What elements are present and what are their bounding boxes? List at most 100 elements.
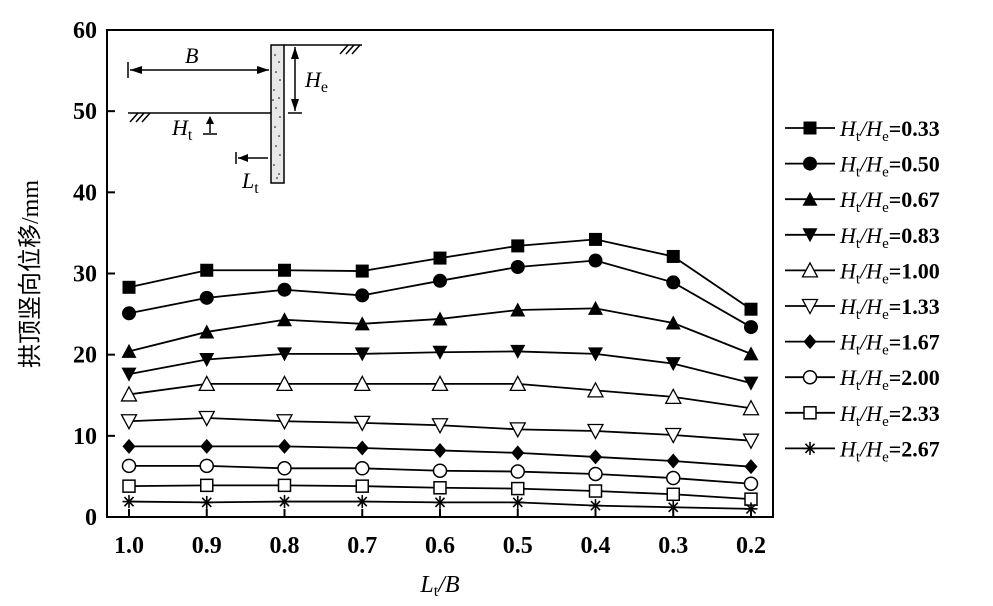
data-point-asterisk <box>122 495 136 509</box>
legend-label: Ht/He=1.33 <box>839 294 940 323</box>
data-point-circle-open <box>355 461 370 476</box>
data-point-diamond-filled <box>511 445 525 461</box>
data-point-diamond-filled <box>744 459 758 475</box>
data-point-triangle-up-filled <box>354 316 370 331</box>
data-point-square-open <box>433 481 447 495</box>
x-axis-title-sub: t <box>434 583 439 600</box>
data-point-triangle-down-open <box>742 433 760 450</box>
data-point-triangle-up-filled <box>199 324 215 339</box>
x-tick-label: 0.4 <box>581 533 611 559</box>
inset-hatch-right <box>339 44 361 55</box>
data-point-circle-open <box>743 476 759 491</box>
series <box>122 438 758 475</box>
data-point-asterisk <box>278 495 291 509</box>
data-point-diamond-filled <box>200 438 214 454</box>
inset-wall-fill <box>272 54 281 179</box>
data-point-asterisk <box>433 495 447 509</box>
inset-label-lt-main: L <box>241 168 254 193</box>
data-point-square-filled <box>200 263 214 277</box>
data-point-square-filled <box>744 302 758 316</box>
x-axis-ticks: 1.0 0.9 0.8 0.7 0.6 0.5 0.4 0.3 0.2 <box>114 509 766 559</box>
series <box>121 300 759 361</box>
data-point-circle-filled <box>666 275 681 290</box>
data-point-triangle-down-open <box>353 415 371 432</box>
series <box>121 344 759 391</box>
data-point-asterisk <box>589 499 602 513</box>
x-axis-title-suffix: /B <box>436 572 460 598</box>
data-point-circle-filled <box>433 273 447 288</box>
series <box>122 478 758 506</box>
data-point-square-filled <box>511 239 525 253</box>
series <box>122 232 758 316</box>
data-point-square-filled <box>355 264 369 278</box>
data-point-circle-open <box>121 458 137 474</box>
data-point-circle-open <box>802 369 818 385</box>
inset-ht-arrowhead <box>206 116 214 124</box>
data-point-circle-filled <box>199 290 214 305</box>
data-point-triangle-up-filled <box>121 343 137 358</box>
data-point-square-open <box>122 479 136 493</box>
data-point-square-filled <box>278 263 291 277</box>
data-point-asterisk <box>511 495 525 509</box>
series-group <box>120 232 760 516</box>
data-point-triangle-down-open <box>431 418 449 435</box>
data-point-circle-filled <box>277 282 292 297</box>
y-tick-label: 60 <box>73 18 97 44</box>
y-tick-label: 40 <box>73 180 97 206</box>
x-axis-title-main: L <box>419 572 433 598</box>
legend-item: Ht/He=1.33 <box>785 294 940 323</box>
inset-label-ht-main: H <box>171 115 189 140</box>
data-point-circle-open <box>277 461 292 476</box>
legend-label: Ht/He=2.67 <box>839 436 940 465</box>
data-point-triangle-up-open <box>431 375 449 392</box>
data-point-square-filled <box>589 232 602 246</box>
data-point-triangle-down-filled <box>121 367 137 382</box>
x-tick-label: 0.2 <box>736 533 766 559</box>
inset-schematic: B He Ht Lt <box>127 43 362 197</box>
legend-label: Ht/He=0.33 <box>839 116 940 145</box>
data-point-triangle-up-filled <box>277 312 292 327</box>
y-tick-label: 50 <box>73 99 97 125</box>
series <box>122 495 758 516</box>
data-point-square-open <box>200 478 214 493</box>
data-point-diamond-filled <box>589 449 602 465</box>
inset-label-ht: Ht <box>171 115 193 144</box>
data-point-triangle-up-filled <box>432 311 448 326</box>
legend-item: Ht/He=1.00 <box>785 258 940 287</box>
data-point-triangle-down-filled <box>199 353 215 368</box>
inset-label-lt: Lt <box>241 168 259 197</box>
data-point-triangle-up-filled <box>510 302 526 317</box>
data-point-circle-open <box>432 463 448 478</box>
inset-b-arrowhead-right <box>257 66 269 74</box>
legend-label: Ht/He=2.00 <box>839 365 940 394</box>
inset-he-arrowhead-top <box>291 47 299 59</box>
data-point-triangle-down-open <box>586 423 605 440</box>
legend-item: Ht/He=2.00 <box>785 365 940 394</box>
legend-item: Ht/He=0.83 <box>785 223 940 252</box>
legend-label: Ht/He=1.00 <box>839 258 940 287</box>
inset-label-lt-sub: t <box>254 180 259 197</box>
data-point-triangle-up-open <box>586 381 605 398</box>
data-point-circle-filled <box>744 320 758 335</box>
data-point-square-open <box>803 406 817 420</box>
data-point-triangle-down-filled <box>588 347 603 362</box>
series <box>122 253 758 335</box>
inset-lt-arrowhead <box>238 154 248 162</box>
data-point-triangle-down-filled <box>510 344 526 359</box>
inset-label-he-sub: e <box>321 79 328 96</box>
legend-label: Ht/He=2.33 <box>839 401 940 430</box>
data-point-triangle-up-open <box>664 387 682 405</box>
data-point-triangle-down-filled <box>354 347 370 362</box>
data-point-triangle-down-open <box>509 422 527 439</box>
data-point-square-filled <box>122 280 136 294</box>
y-axis-ticks: 0 10 20 30 40 50 60 <box>73 18 115 531</box>
x-tick-label: 0.9 <box>192 533 222 559</box>
x-tick-label: 0.7 <box>347 533 377 559</box>
data-point-diamond-filled <box>433 442 447 458</box>
data-point-square-filled <box>803 121 817 135</box>
data-point-diamond-filled <box>803 334 817 350</box>
data-point-diamond-filled <box>278 438 291 454</box>
data-point-triangle-up-open <box>742 399 760 416</box>
inset-hatch-left <box>129 112 151 123</box>
